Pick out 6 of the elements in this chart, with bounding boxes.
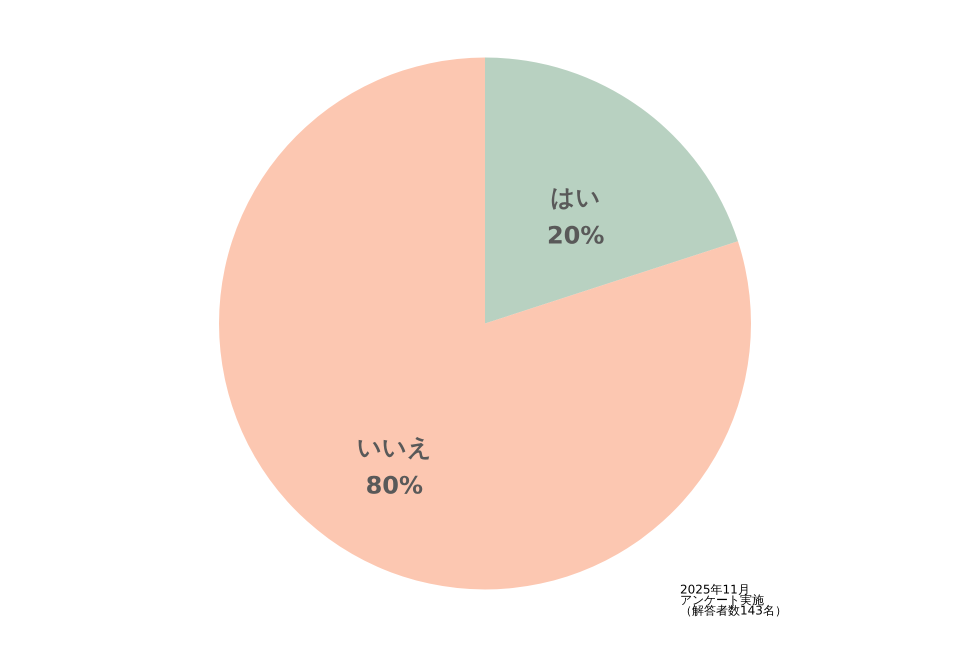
slice-label: はい <box>550 184 601 212</box>
data-label: 80% <box>366 471 424 500</box>
slice-label: いいえ <box>356 433 432 462</box>
text: 2025年11月 <box>680 582 750 596</box>
data-label: 20% <box>546 222 604 250</box>
pie-slice <box>485 58 738 324</box>
